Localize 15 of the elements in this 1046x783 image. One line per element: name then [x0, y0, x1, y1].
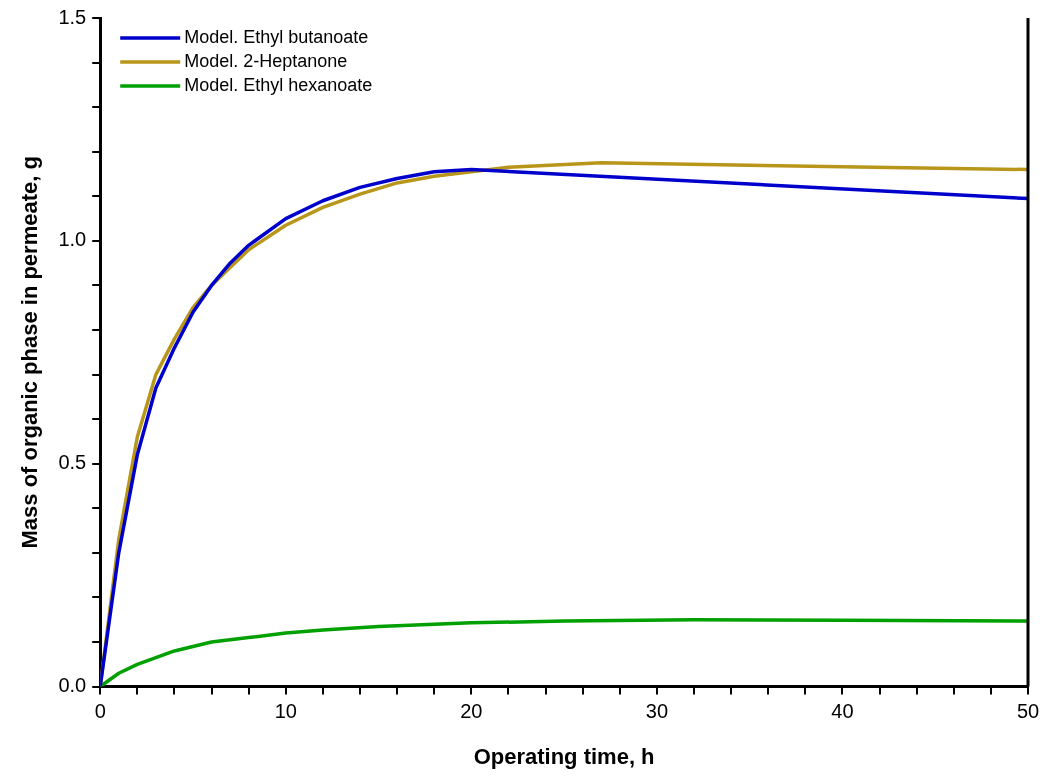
y-axis-title: Mass of organic phase in permeate, g	[17, 156, 43, 549]
legend-label: Model. 2-Heptanone	[184, 50, 348, 71]
y-tick-label: 1.0	[58, 228, 87, 251]
y-tick-label: 0.0	[58, 674, 87, 697]
y-tick-label: 0.5	[58, 451, 87, 474]
x-tick-label: 20	[460, 700, 483, 723]
x-tick-label: 40	[831, 700, 854, 723]
x-axis-title: Operating time, h	[473, 743, 655, 769]
x-tick-label: 50	[1016, 700, 1040, 723]
legend-label: Model. Ethyl hexanoate	[184, 74, 373, 95]
x-tick-label: 0	[94, 700, 106, 723]
y-tick-label: 1.5	[58, 5, 87, 28]
x-tick-label: 30	[645, 700, 669, 723]
legend-label: Model. Ethyl butanoate	[184, 26, 369, 47]
x-tick-label: 10	[274, 700, 297, 723]
